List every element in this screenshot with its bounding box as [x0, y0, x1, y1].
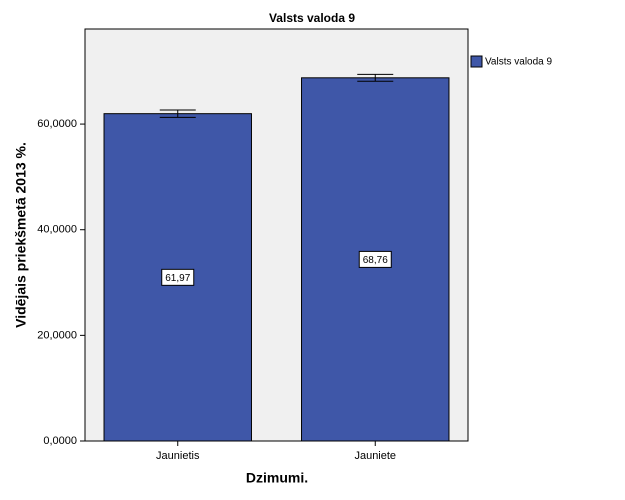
value-label: 61,97	[165, 273, 190, 284]
chart-title: Valsts valoda 9	[269, 11, 355, 25]
x-tick-label: Jauniete	[354, 450, 396, 462]
value-label-box	[161, 268, 195, 286]
x-axis-label: Dzimumi.	[246, 470, 308, 486]
error-bar	[159, 109, 196, 118]
y-tick-label: 20,0000	[37, 329, 77, 341]
error-bar	[357, 73, 394, 82]
y-axis-label: Vidējais priekšmetā 2013 %.	[13, 142, 29, 328]
y-tick-label: 40,0000	[37, 224, 77, 236]
legend-label: Valsts valoda 9	[485, 57, 553, 68]
y-tick-label: 0,0000	[43, 435, 77, 447]
value-label-box	[358, 250, 392, 268]
x-tick-label: Jaunietis	[156, 450, 200, 462]
y-tick-label: 60,0000	[37, 118, 77, 130]
value-label: 68,76	[363, 255, 388, 266]
legend-swatch	[470, 55, 483, 68]
